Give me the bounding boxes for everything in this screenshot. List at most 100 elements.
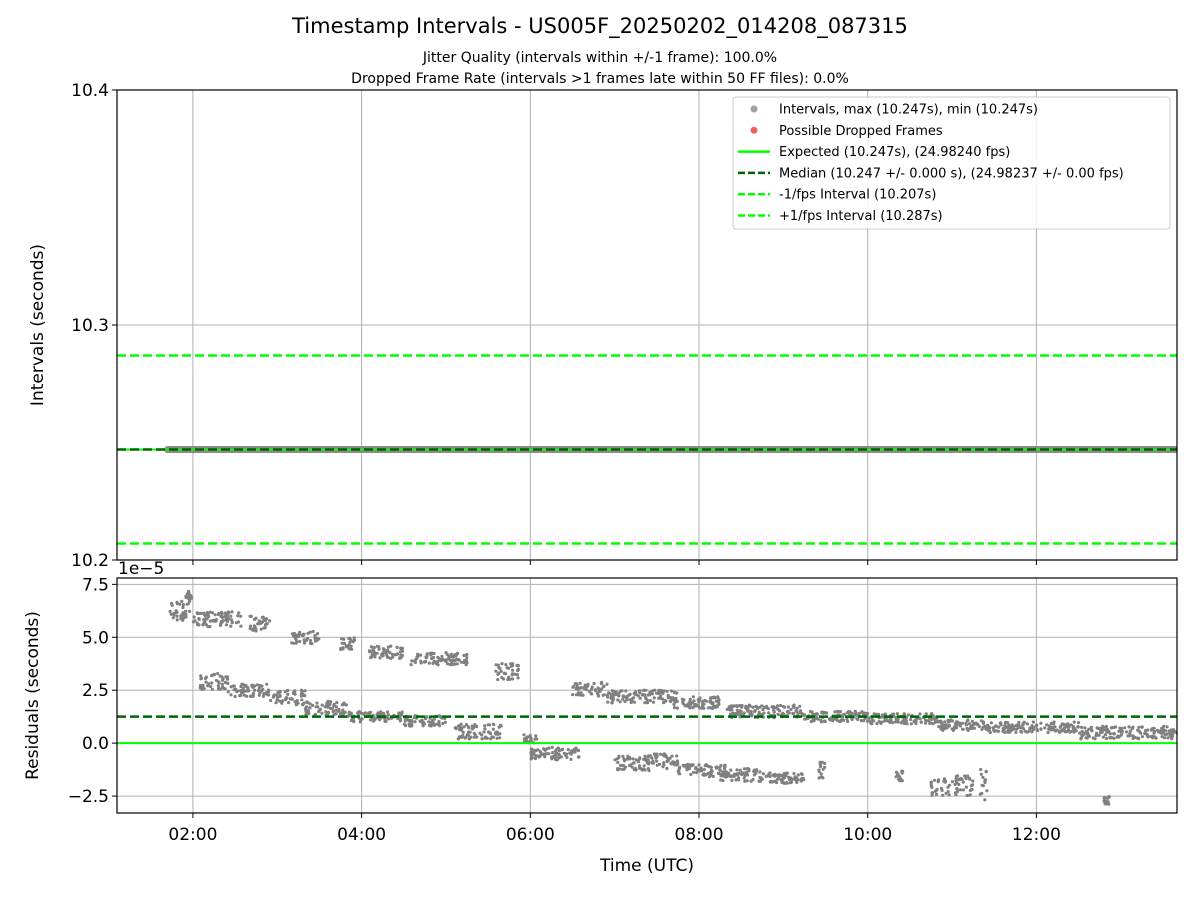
residual-point bbox=[901, 769, 905, 773]
residual-point bbox=[936, 719, 941, 723]
residual-point bbox=[770, 780, 774, 784]
residual-point bbox=[902, 712, 906, 716]
residual-point bbox=[1167, 729, 1171, 733]
residual-point bbox=[622, 694, 626, 698]
residual-point bbox=[349, 718, 353, 723]
residual-point bbox=[1133, 735, 1137, 740]
residual-point bbox=[894, 720, 898, 724]
residual-point bbox=[909, 722, 914, 726]
residual-point bbox=[958, 724, 963, 728]
residual-point bbox=[914, 720, 918, 724]
residual-point bbox=[862, 719, 866, 723]
legend-entry: Possible Dropped Frames bbox=[750, 124, 943, 139]
residual-point bbox=[643, 754, 647, 758]
residual-point bbox=[529, 747, 534, 751]
residual-point bbox=[334, 712, 338, 716]
residual-point bbox=[1069, 723, 1073, 727]
residual-point bbox=[659, 752, 663, 756]
residual-point bbox=[465, 652, 469, 657]
residual-cluster bbox=[409, 651, 469, 667]
residual-point bbox=[175, 618, 179, 622]
residual-point bbox=[734, 778, 738, 782]
residual-point bbox=[550, 745, 554, 750]
residual-point bbox=[823, 761, 827, 766]
residual-point bbox=[175, 614, 179, 618]
residual-point bbox=[689, 772, 693, 777]
residual-point bbox=[638, 690, 642, 695]
residual-point bbox=[290, 632, 294, 636]
residual-point bbox=[220, 682, 224, 686]
residual-point bbox=[576, 685, 580, 690]
residual-point bbox=[792, 705, 796, 710]
residual-point bbox=[731, 711, 735, 716]
residual-point bbox=[557, 752, 561, 756]
residual-point bbox=[993, 724, 997, 729]
residual-point bbox=[965, 793, 969, 798]
residual-point bbox=[388, 651, 392, 655]
residual-point bbox=[1151, 736, 1155, 740]
residual-point bbox=[378, 656, 382, 660]
residual-point bbox=[898, 779, 902, 783]
residual-point bbox=[592, 681, 596, 686]
residual-point bbox=[356, 711, 360, 715]
residual-point bbox=[965, 774, 970, 778]
residual-point bbox=[199, 611, 203, 616]
residual-point bbox=[349, 638, 353, 642]
residual-point bbox=[634, 758, 638, 762]
residual-point bbox=[1106, 796, 1110, 800]
residual-point bbox=[395, 652, 399, 657]
residual-point bbox=[983, 780, 987, 785]
residual-point bbox=[1031, 727, 1035, 731]
residual-point bbox=[719, 773, 724, 777]
residual-point bbox=[556, 746, 561, 750]
residual-point bbox=[675, 691, 679, 695]
residual-point bbox=[423, 660, 427, 664]
residual-point bbox=[337, 707, 341, 712]
residual-point bbox=[1012, 727, 1016, 731]
residual-point bbox=[1021, 722, 1025, 726]
residual-point bbox=[263, 626, 267, 630]
residual-point bbox=[455, 662, 459, 666]
residual-point bbox=[737, 704, 742, 708]
residual-point bbox=[480, 737, 484, 741]
residual-point bbox=[957, 782, 961, 787]
residual-point bbox=[1014, 730, 1018, 734]
residual-point bbox=[458, 728, 462, 732]
residual-point bbox=[623, 765, 628, 769]
residual-point bbox=[1003, 721, 1008, 725]
residual-point bbox=[350, 647, 354, 651]
residual-point bbox=[622, 757, 626, 761]
residual-point bbox=[571, 693, 575, 697]
residual-point bbox=[880, 720, 884, 724]
residual-point bbox=[930, 793, 934, 797]
residual-point bbox=[386, 713, 390, 717]
residual-point bbox=[1112, 732, 1116, 736]
residual-point bbox=[947, 723, 951, 727]
residual-point bbox=[650, 761, 654, 765]
residual-point bbox=[636, 760, 641, 764]
residual-point bbox=[780, 780, 784, 785]
residual-point bbox=[697, 706, 702, 710]
legend-label: Possible Dropped Frames bbox=[779, 124, 943, 139]
residual-point bbox=[1117, 735, 1121, 739]
residual-point bbox=[665, 759, 669, 764]
residual-point bbox=[465, 733, 469, 737]
residual-point bbox=[221, 619, 225, 623]
residual-point bbox=[233, 694, 237, 699]
residual-cluster bbox=[761, 771, 806, 785]
residual-point bbox=[606, 700, 610, 704]
residual-point bbox=[672, 690, 677, 695]
residual-point bbox=[1061, 722, 1065, 726]
residual-point bbox=[964, 721, 968, 726]
residual-point bbox=[435, 660, 439, 664]
residual-point bbox=[376, 711, 380, 715]
residual-point bbox=[1078, 731, 1082, 735]
residual-point bbox=[493, 731, 498, 736]
residual-point bbox=[971, 779, 975, 783]
residual-point bbox=[311, 703, 315, 708]
residual-point bbox=[1097, 733, 1101, 737]
residual-point bbox=[697, 700, 701, 704]
residual-point bbox=[372, 649, 376, 653]
legend-marker bbox=[750, 126, 758, 134]
residual-point bbox=[930, 785, 934, 789]
